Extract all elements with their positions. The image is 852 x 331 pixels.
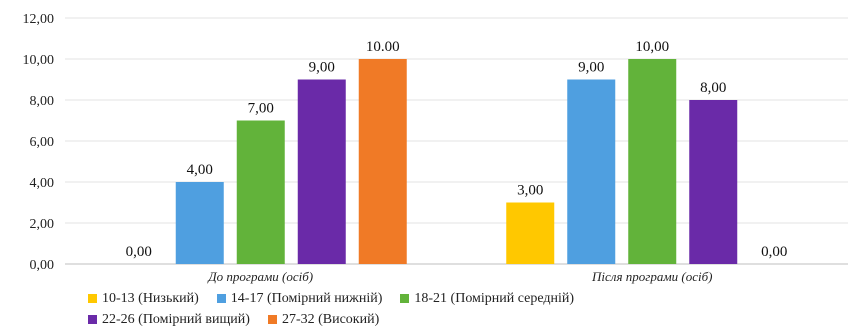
bars <box>175 59 738 264</box>
data-label: 10,00 <box>635 39 669 55</box>
bar <box>628 59 677 264</box>
legend-item: 22-26 (Помірний вищий) <box>88 312 250 328</box>
y-tick-label: 12,00 <box>23 12 55 27</box>
x-category-label: Після програми (осіб) <box>591 269 712 284</box>
y-tick-label: 4,00 <box>30 176 55 191</box>
legend-label: 18-21 (Помірний середній) <box>414 290 575 306</box>
legend-swatch <box>216 294 226 303</box>
legend-swatch <box>267 315 277 324</box>
y-tick-label: 2,00 <box>30 217 55 232</box>
data-label: 9,00 <box>309 60 335 76</box>
legend-row: 22-26 (Помірний вищий) 27-32 (Високий) <box>88 309 848 330</box>
bar <box>689 100 738 264</box>
legend-label: 10-13 (Низький) <box>102 290 199 306</box>
y-axis: 0,00 2,00 4,00 6,00 8,00 10,00 12,00 <box>23 12 55 273</box>
legend-swatch <box>88 294 97 303</box>
bar <box>567 79 616 264</box>
data-label: 0,00 <box>761 244 787 260</box>
y-tick-label: 6,00 <box>30 135 55 150</box>
data-label: 3,00 <box>517 183 543 199</box>
x-axis: До програми (осіб) Після програми (осіб) <box>206 269 712 284</box>
legend-row: 10-13 (Низький) 14-17 (Помірний нижній) 18… <box>88 288 848 309</box>
legend-label: 27-32 (Високий) <box>281 311 380 327</box>
data-label: 0,00 <box>126 244 152 260</box>
bar <box>236 120 285 264</box>
y-tick-label: 0,00 <box>30 258 55 273</box>
bar <box>175 182 224 264</box>
legend-item: 10-13 (Низький) <box>88 291 199 307</box>
y-tick-label: 10,00 <box>23 53 55 68</box>
legend-label: 22-26 (Помірний вищий) <box>102 311 250 327</box>
legend-item: 27-32 (Високий) <box>267 311 380 328</box>
data-label: 9,00 <box>578 60 604 76</box>
data-label: 4,00 <box>187 162 213 178</box>
legend-swatch <box>88 315 97 324</box>
bar <box>297 79 346 264</box>
data-label: 10.00 <box>366 39 400 55</box>
bar-chart: 0,00 2,00 4,00 6,00 8,00 10,00 12,00 0,00 4,00 7… <box>23 12 848 284</box>
y-tick-label: 8,00 <box>30 94 55 109</box>
data-label: 7,00 <box>248 101 274 117</box>
bar <box>358 59 407 264</box>
x-category-label: До програми (осіб) <box>206 269 313 284</box>
data-label: 8,00 <box>700 80 726 96</box>
legend: 10-13 (Низький) 14-17 (Помірний нижній) 18… <box>88 288 848 330</box>
data-labels: 0,00 4,00 7,00 9,00 10.00 3,00 9,00 10,00 8,00 0,… <box>126 39 788 260</box>
legend-swatch <box>400 294 410 303</box>
bar <box>506 202 555 264</box>
legend-item: 18-21 (Помірний середній) <box>400 291 574 307</box>
legend-label: 14-17 (Помірний нижній) <box>230 290 383 306</box>
legend-item: 14-17 (Помірний нижній) <box>216 290 383 307</box>
